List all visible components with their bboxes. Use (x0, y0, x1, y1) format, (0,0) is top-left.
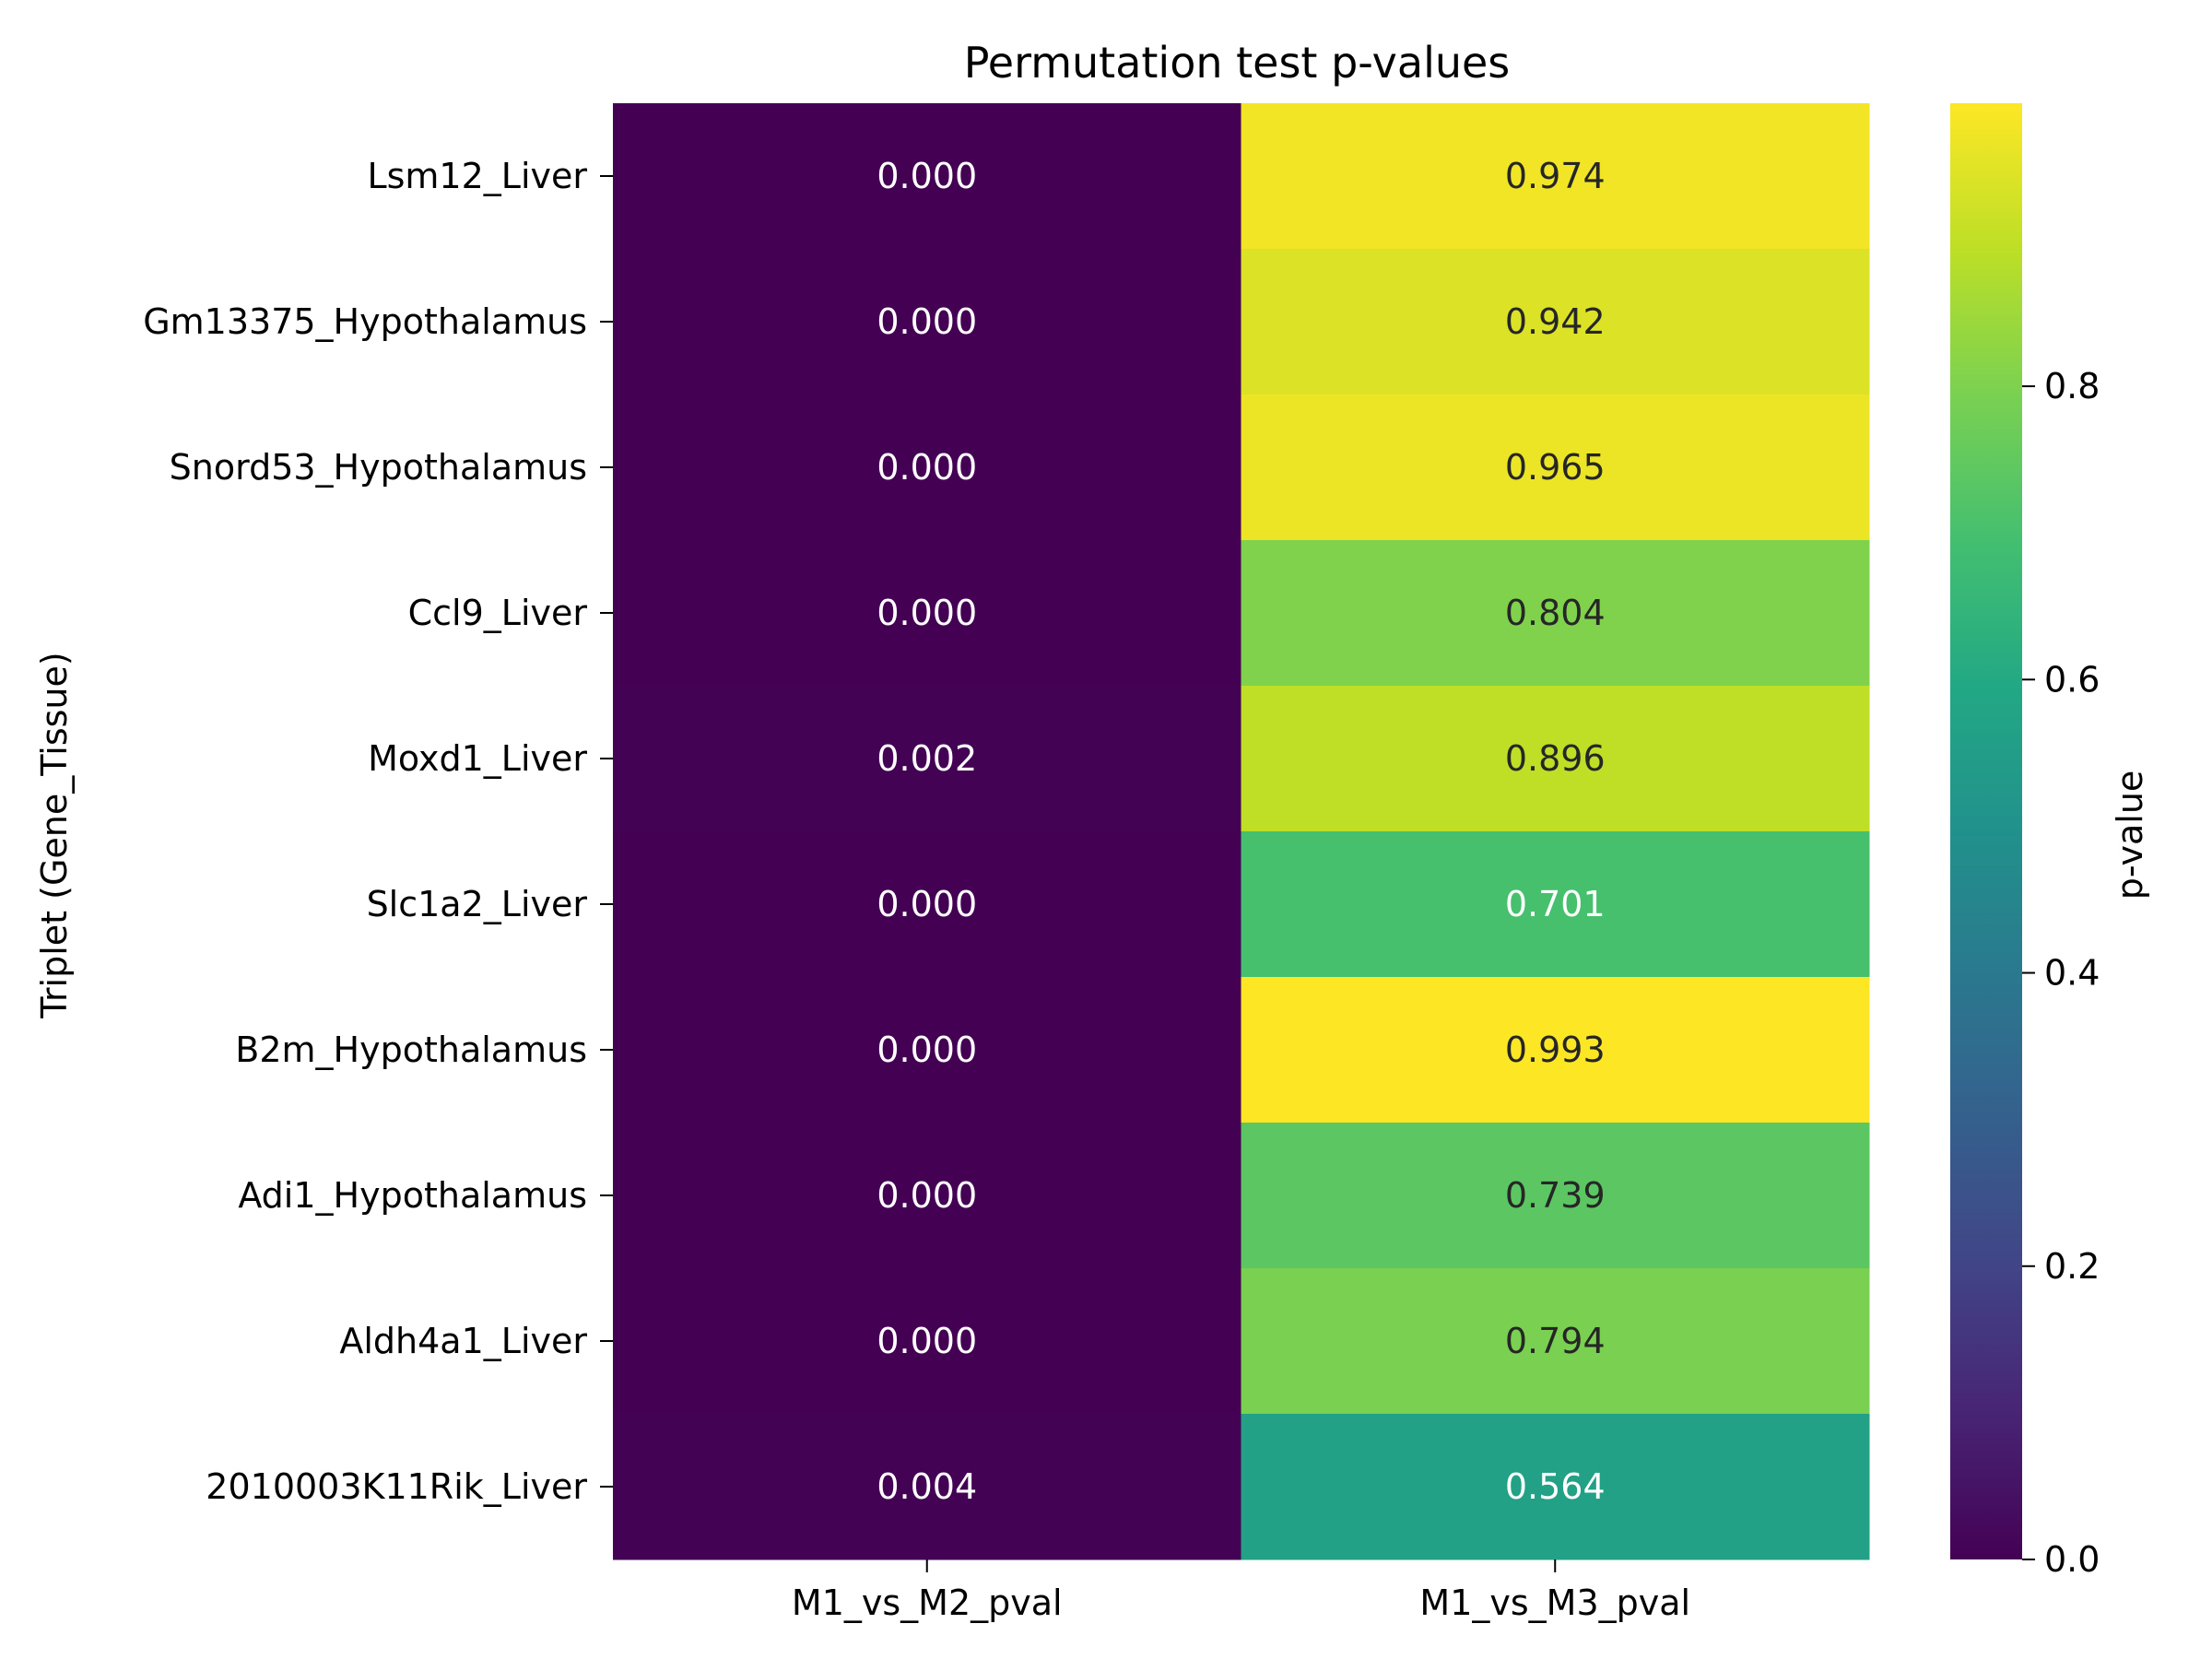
heatmap-cell (613, 394, 1241, 541)
heatmap-cell (613, 249, 1241, 395)
cell-value-label: 0.974 (1505, 156, 1606, 196)
y-tick-label: Gm13375_Hypothalamus (143, 301, 587, 342)
heatmap-cell (1241, 686, 1870, 832)
x-axis-ticks: M1_vs_M2_pval M1_vs_M3_pval (792, 1559, 1690, 1623)
heatmap-cells (613, 103, 1870, 1560)
cell-value-label: 0.000 (877, 884, 977, 924)
y-tick-label: 2010003K11Rik_Liver (206, 1466, 587, 1507)
y-tick-label: Moxd1_Liver (368, 738, 587, 779)
heatmap-cell (613, 1268, 1241, 1415)
heatmap-cell (613, 977, 1241, 1124)
y-axis-ticks: Lsm12_Liver Gm13375_Hypothalamus Snord53_H… (143, 156, 613, 1507)
x-tick-label: M1_vs_M2_pval (792, 1583, 1063, 1623)
heatmap-cell (1241, 1414, 1870, 1560)
heatmap-cell (1241, 103, 1870, 250)
heatmap-cell (613, 1123, 1241, 1269)
heatmap-cell (613, 686, 1241, 832)
cell-value-label: 0.000 (877, 1030, 977, 1070)
cell-value-label: 0.739 (1505, 1175, 1606, 1216)
heatmap-cell (1241, 831, 1870, 978)
colorbar: 0.0 0.2 0.4 0.6 0.8 (1950, 103, 2100, 1580)
colorbar-tick-label: 0.4 (2044, 953, 2100, 994)
cell-value-label: 0.000 (877, 593, 977, 633)
heatmap-cell (613, 831, 1241, 978)
colorbar-label: p-value (2110, 771, 2150, 900)
y-tick-label: Ccl9_Liver (408, 593, 588, 633)
y-tick-label: Adi1_Hypothalamus (238, 1175, 587, 1216)
cell-value-label: 0.965 (1505, 447, 1606, 488)
heatmap-cell (1241, 249, 1870, 395)
cell-value-label: 0.794 (1505, 1321, 1606, 1361)
chart-title: Permutation test p-values (964, 38, 1511, 88)
cell-value-label: 0.804 (1505, 593, 1606, 633)
colorbar-tick-label: 0.6 (2044, 659, 2100, 700)
y-tick-label: Lsm12_Liver (367, 156, 587, 196)
cell-value-label: 0.000 (877, 156, 977, 196)
y-tick-label: Aldh4a1_Liver (339, 1321, 587, 1361)
cell-value-label: 0.000 (877, 447, 977, 488)
cell-value-label: 0.002 (877, 738, 977, 779)
x-tick-label: M1_vs_M3_pval (1419, 1583, 1690, 1623)
y-tick-label: B2m_Hypothalamus (235, 1030, 587, 1070)
heatmap-cell (1241, 1268, 1870, 1415)
cell-value-label: 0.701 (1505, 884, 1606, 924)
heatmap-cell (613, 103, 1241, 250)
colorbar-tick-label: 0.0 (2044, 1539, 2100, 1580)
heatmap-cell (613, 540, 1241, 687)
y-axis-label: Triplet (Gene_Tissue) (34, 652, 75, 1018)
colorbar-tick-label: 0.8 (2044, 366, 2100, 406)
heatmap-cell (613, 1414, 1241, 1560)
heatmap-cell (1241, 394, 1870, 541)
colorbar-gradient (1950, 103, 2022, 1559)
cell-value-label: 0.004 (877, 1466, 977, 1507)
y-tick-label: Slc1a2_Liver (367, 884, 588, 924)
cell-value-label: 0.896 (1505, 738, 1606, 779)
cell-value-label: 0.993 (1505, 1030, 1606, 1070)
heatmap-cell (1241, 1123, 1870, 1269)
cell-value-label: 0.564 (1505, 1466, 1606, 1507)
cell-value-label: 0.000 (877, 1321, 977, 1361)
y-tick-label: Snord53_Hypothalamus (170, 447, 587, 488)
heatmap-cell (1241, 977, 1870, 1124)
cell-value-label: 0.942 (1505, 301, 1606, 342)
cell-value-label: 0.000 (877, 301, 977, 342)
cell-value-labels: 0.000 0.974 0.000 0.942 0.000 0.965 0.000 0.804… (877, 156, 1605, 1507)
colorbar-tick-label: 0.2 (2044, 1246, 2100, 1287)
cell-value-label: 0.000 (877, 1175, 977, 1216)
heatmap-cell (1241, 540, 1870, 687)
